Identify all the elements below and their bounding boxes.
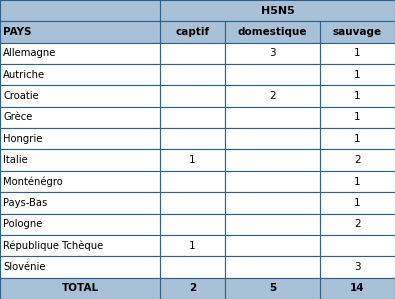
Text: Pologne: Pologne bbox=[3, 219, 43, 229]
Bar bbox=[0, 192, 160, 213]
Bar bbox=[225, 64, 320, 86]
Bar bbox=[0, 256, 160, 278]
Bar bbox=[225, 86, 320, 107]
Bar bbox=[320, 235, 395, 256]
Text: 1: 1 bbox=[189, 155, 196, 165]
Bar bbox=[0, 21, 160, 43]
Text: 1: 1 bbox=[354, 134, 361, 144]
Text: 3: 3 bbox=[354, 262, 361, 272]
Bar bbox=[0, 171, 160, 192]
Bar bbox=[0, 43, 160, 64]
Bar bbox=[0, 213, 160, 235]
Text: sauvage: sauvage bbox=[333, 27, 382, 37]
Bar bbox=[320, 86, 395, 107]
Text: 1: 1 bbox=[354, 112, 361, 123]
Text: Monténégro: Monténégro bbox=[3, 176, 63, 187]
Bar bbox=[320, 107, 395, 128]
Bar bbox=[225, 21, 320, 43]
Bar bbox=[0, 64, 160, 86]
Bar bbox=[225, 107, 320, 128]
Bar bbox=[160, 278, 225, 299]
Text: domestique: domestique bbox=[238, 27, 307, 37]
Text: Italie: Italie bbox=[3, 155, 28, 165]
Text: TOTAL: TOTAL bbox=[62, 283, 98, 293]
Bar bbox=[160, 43, 225, 64]
Bar bbox=[160, 0, 395, 21]
Bar bbox=[225, 43, 320, 64]
Bar bbox=[160, 107, 225, 128]
Bar bbox=[0, 86, 160, 107]
Bar bbox=[320, 64, 395, 86]
Text: Autriche: Autriche bbox=[3, 70, 45, 80]
Bar bbox=[0, 235, 160, 256]
Bar bbox=[320, 150, 395, 171]
Text: Slovénie: Slovénie bbox=[3, 262, 46, 272]
Bar bbox=[160, 150, 225, 171]
Bar bbox=[160, 128, 225, 150]
Text: 1: 1 bbox=[354, 91, 361, 101]
Text: H5N5: H5N5 bbox=[261, 6, 294, 16]
Text: 2: 2 bbox=[354, 155, 361, 165]
Text: République Tchèque: République Tchèque bbox=[3, 240, 103, 251]
Bar bbox=[320, 171, 395, 192]
Text: Pays-Bas: Pays-Bas bbox=[3, 198, 47, 208]
Bar bbox=[225, 171, 320, 192]
Text: captif: captif bbox=[175, 27, 210, 37]
Bar bbox=[0, 107, 160, 128]
Bar bbox=[160, 213, 225, 235]
Text: 3: 3 bbox=[269, 48, 276, 58]
Text: 1: 1 bbox=[354, 70, 361, 80]
Bar bbox=[0, 128, 160, 150]
Text: 1: 1 bbox=[354, 198, 361, 208]
Bar bbox=[0, 278, 160, 299]
Bar bbox=[320, 43, 395, 64]
Text: 1: 1 bbox=[189, 241, 196, 251]
Bar bbox=[225, 256, 320, 278]
Bar bbox=[0, 0, 160, 21]
Bar bbox=[160, 235, 225, 256]
Bar bbox=[320, 128, 395, 150]
Bar bbox=[320, 192, 395, 213]
Bar bbox=[160, 64, 225, 86]
Text: Hongrie: Hongrie bbox=[3, 134, 43, 144]
Text: 2: 2 bbox=[269, 91, 276, 101]
Bar bbox=[320, 278, 395, 299]
Bar bbox=[320, 21, 395, 43]
Text: 2: 2 bbox=[354, 219, 361, 229]
Text: 1: 1 bbox=[354, 48, 361, 58]
Text: PAYS: PAYS bbox=[3, 27, 32, 37]
Text: Allemagne: Allemagne bbox=[3, 48, 56, 58]
Bar bbox=[225, 235, 320, 256]
Text: 5: 5 bbox=[269, 283, 276, 293]
Bar bbox=[160, 256, 225, 278]
Bar bbox=[320, 256, 395, 278]
Bar bbox=[0, 150, 160, 171]
Bar bbox=[225, 278, 320, 299]
Bar bbox=[320, 213, 395, 235]
Bar bbox=[225, 213, 320, 235]
Text: 14: 14 bbox=[350, 283, 365, 293]
Text: 2: 2 bbox=[189, 283, 196, 293]
Bar bbox=[225, 150, 320, 171]
Bar bbox=[225, 128, 320, 150]
Bar bbox=[160, 171, 225, 192]
Bar bbox=[160, 192, 225, 213]
Text: Croatie: Croatie bbox=[3, 91, 39, 101]
Bar bbox=[160, 86, 225, 107]
Text: Grèce: Grèce bbox=[3, 112, 32, 123]
Bar bbox=[160, 21, 225, 43]
Text: 1: 1 bbox=[354, 176, 361, 187]
Bar bbox=[225, 192, 320, 213]
